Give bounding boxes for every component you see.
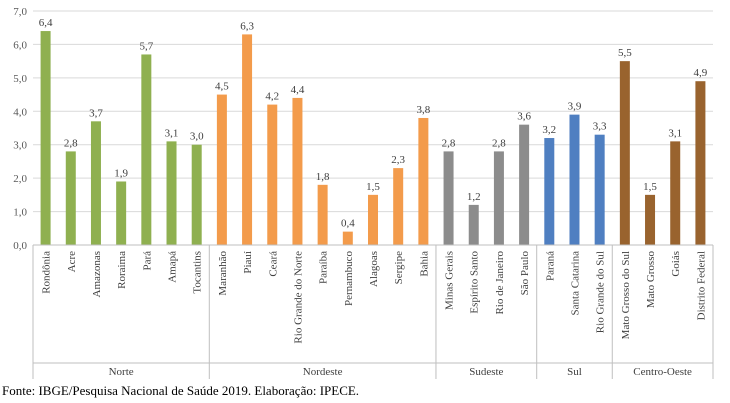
category-label: Santa Catarina	[569, 251, 581, 316]
category-label: Rio Grande do Sul	[595, 251, 607, 333]
data-label: 4,9	[694, 67, 708, 79]
data-label: 3,1	[165, 127, 179, 139]
data-label: 3,6	[517, 111, 531, 123]
bar	[342, 231, 353, 245]
region-label: Sudeste	[469, 366, 503, 378]
data-label: 4,2	[265, 91, 279, 103]
category-label: Rondônia	[41, 251, 53, 294]
region-label: Sul	[567, 366, 582, 378]
data-label: 3,8	[416, 104, 430, 116]
data-label: 3,0	[190, 131, 204, 143]
bar	[493, 151, 504, 245]
data-label: 4,5	[215, 81, 229, 93]
data-label: 5,7	[139, 40, 153, 52]
bar	[544, 138, 555, 245]
data-label: 6,4	[39, 17, 53, 29]
category-label: Amapá	[167, 251, 179, 283]
source-note: Fonte: IBGE/Pesquisa Nacional de Saúde 2…	[2, 383, 360, 398]
bar	[40, 31, 51, 245]
category-label: Piauí	[242, 251, 254, 274]
category-label: São Paulo	[519, 251, 531, 296]
category-label: Rio de Janeiro	[494, 251, 506, 315]
bar	[65, 151, 76, 245]
bar	[317, 184, 328, 245]
data-label: 3,1	[668, 127, 682, 139]
category-label: Mato Grosso do Sul	[620, 251, 632, 339]
y-tick-label: 5,0	[13, 73, 27, 85]
category-label: Amazonas	[91, 251, 103, 297]
category-label: Espírito Santo	[469, 251, 481, 314]
bar	[191, 144, 202, 245]
category-label: Paraná	[544, 251, 556, 281]
category-label: Tocantins	[192, 251, 204, 294]
bar	[242, 34, 253, 246]
bar	[519, 124, 530, 245]
bar	[216, 94, 227, 245]
y-tick-label: 0,0	[13, 240, 27, 252]
bar	[594, 134, 605, 245]
data-label: 3,7	[89, 107, 103, 119]
data-label: 0,4	[341, 218, 355, 230]
data-label: 3,9	[568, 101, 582, 113]
category-label: Pará	[141, 251, 153, 271]
bar	[267, 104, 278, 245]
data-label: 2,8	[492, 137, 506, 149]
bar	[393, 168, 404, 245]
bar	[90, 121, 101, 245]
bar	[645, 194, 656, 245]
bar	[569, 114, 580, 245]
category-label: Ceará	[267, 251, 279, 277]
category-label: Alagoas	[368, 251, 380, 287]
category-label: Pernambuco	[343, 251, 355, 306]
y-tick-label: 7,0	[13, 6, 27, 18]
region-label: Norte	[109, 366, 134, 378]
y-tick-label: 6,0	[13, 39, 27, 51]
bar	[695, 81, 706, 245]
y-tick-label: 1,0	[13, 207, 27, 219]
data-label: 1,8	[316, 171, 330, 183]
data-label: 1,2	[467, 191, 481, 203]
data-label: 3,2	[542, 124, 556, 136]
bar	[670, 141, 681, 245]
bar	[368, 194, 378, 245]
category-label: Goiás	[670, 251, 682, 277]
data-label: 2,8	[442, 137, 456, 149]
data-label: 2,3	[391, 154, 405, 166]
bar	[418, 117, 429, 245]
category-label: Rio Grande do Norte	[292, 251, 304, 344]
data-label: 4,4	[291, 84, 305, 96]
y-tick-label: 4,0	[13, 106, 27, 118]
y-tick-label: 3,0	[13, 140, 27, 152]
data-label: 6,3	[240, 20, 254, 32]
data-label: 2,8	[64, 137, 78, 149]
category-label: Paraíba	[318, 251, 330, 284]
bar	[166, 141, 177, 245]
category-label: Roraima	[116, 251, 128, 289]
bar-chart: 0,0 1,0 2,0 3,0 4,0 5,0 6,0 7,0 6,4 Rondônia 2,8 Ac…	[13, 6, 714, 379]
bar	[443, 151, 454, 245]
category-label: Bahia	[418, 251, 430, 277]
category-label: Mato Grosso	[645, 251, 657, 309]
category-label: Sergipe	[393, 251, 405, 285]
category-label: Maranhão	[217, 251, 229, 296]
bar	[292, 97, 303, 246]
region-label: Centro-Oeste	[633, 366, 692, 378]
region-label: Nordeste	[303, 366, 343, 378]
bar	[141, 54, 152, 246]
data-label: 1,5	[643, 181, 657, 193]
category-label: Distrito Federal	[695, 251, 707, 320]
data-label: 1,9	[114, 167, 128, 179]
data-label: 5,5	[618, 47, 632, 59]
bar	[468, 204, 479, 245]
bar	[619, 61, 630, 246]
category-label: Acre	[66, 251, 78, 272]
data-label: 1,5	[366, 181, 380, 193]
y-tick-label: 2,0	[13, 173, 27, 185]
bar	[116, 181, 127, 245]
data-label: 3,3	[593, 121, 607, 133]
category-label: Minas Gerais	[444, 251, 456, 310]
